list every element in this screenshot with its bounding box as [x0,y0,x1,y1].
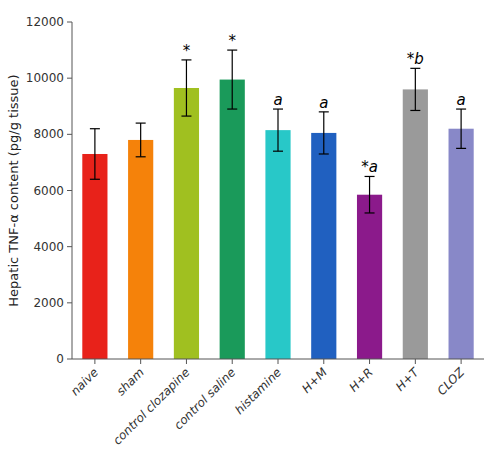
x-tick-label: naive [68,365,101,398]
x-tick [186,359,187,364]
bars [82,50,473,359]
annotation: a [273,91,282,109]
y-tick [67,190,72,191]
x-tick [461,359,462,364]
y-tick-label: 12000 [26,15,64,29]
y-tick-label: 4000 [33,240,64,254]
x-tick-label: histamine [232,365,284,417]
bar [449,129,474,359]
x-tick [232,359,233,364]
x-tick-label: H+T [393,364,423,394]
x-tick [94,359,95,364]
x-tick-label: control saline [171,365,238,432]
y-tick [67,302,72,303]
bar [174,88,199,359]
x-tick-label: CLOZ [434,365,467,398]
chart-container: 020004000600080001000012000naiveshamcont… [0,0,500,467]
y-tick-label: 6000 [33,184,64,198]
y-tick-label: 2000 [33,296,64,310]
x-tick [369,359,370,364]
annotation: * [183,42,191,60]
bar [128,140,153,359]
y-axis-label: Hepatic TNF-α content (pg/g tissue) [6,74,21,306]
x-tick [415,359,416,364]
y-tick [67,78,72,79]
error-bar [90,129,100,180]
error-bar [227,50,237,109]
annotation: a [319,94,328,112]
x-tick [323,359,324,364]
bar [357,195,382,359]
y-tick [67,134,72,135]
y-tick [67,22,72,23]
bar [403,89,428,359]
error-bar [456,109,466,148]
error-bar [181,60,191,116]
bar [311,133,336,359]
y-tick [67,246,72,247]
x-tick [278,359,279,364]
error-bar [365,176,375,213]
bar [82,154,107,359]
error-bar [319,112,329,154]
chart: 020004000600080001000012000naiveshamcont… [0,0,500,467]
x-tick-label: control clozapine [110,365,192,447]
bar [220,80,245,359]
annotation: *a [361,158,378,176]
annotation: * [228,32,236,50]
x-tick-label: H+M [299,365,330,396]
annotation: *b [407,50,424,68]
error-bar [273,109,283,151]
y-axis [72,22,73,359]
y-tick-label: 8000 [33,127,64,141]
y-tick-label: 0 [56,352,64,366]
y-tick [67,359,72,360]
x-tick [140,359,141,364]
bar [265,130,290,359]
error-bar [136,123,146,157]
y-tick-label: 10000 [26,71,64,85]
x-tick-label: H+R [346,365,375,394]
annotation: a [457,91,466,109]
error-bar [410,68,420,110]
x-tick-label: sham [114,365,147,398]
